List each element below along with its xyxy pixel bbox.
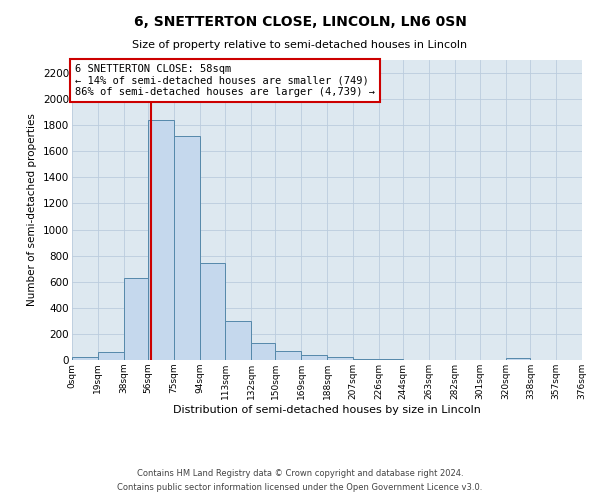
Bar [124,278,148,360]
Bar [199,264,225,360]
Text: Size of property relative to semi-detached houses in Lincoln: Size of property relative to semi-detach… [133,40,467,50]
Bar [72,358,98,360]
Bar [174,136,199,360]
Bar [225,321,251,360]
Text: Contains HM Land Registry data © Crown copyright and database right 2024.: Contains HM Land Registry data © Crown c… [137,468,463,477]
Text: 6, SNETTERTON CLOSE, LINCOLN, LN6 0SN: 6, SNETTERTON CLOSE, LINCOLN, LN6 0SN [134,15,466,29]
Y-axis label: Number of semi-detached properties: Number of semi-detached properties [28,114,37,306]
Bar [327,358,353,360]
Bar [251,343,275,360]
Bar [506,358,530,360]
Bar [275,351,301,360]
Bar [148,120,174,360]
X-axis label: Distribution of semi-detached houses by size in Lincoln: Distribution of semi-detached houses by … [173,404,481,414]
Bar [98,352,124,360]
Bar [301,355,327,360]
Text: Contains public sector information licensed under the Open Government Licence v3: Contains public sector information licen… [118,484,482,492]
Text: 6 SNETTERTON CLOSE: 58sqm
← 14% of semi-detached houses are smaller (749)
86% of: 6 SNETTERTON CLOSE: 58sqm ← 14% of semi-… [75,64,375,97]
